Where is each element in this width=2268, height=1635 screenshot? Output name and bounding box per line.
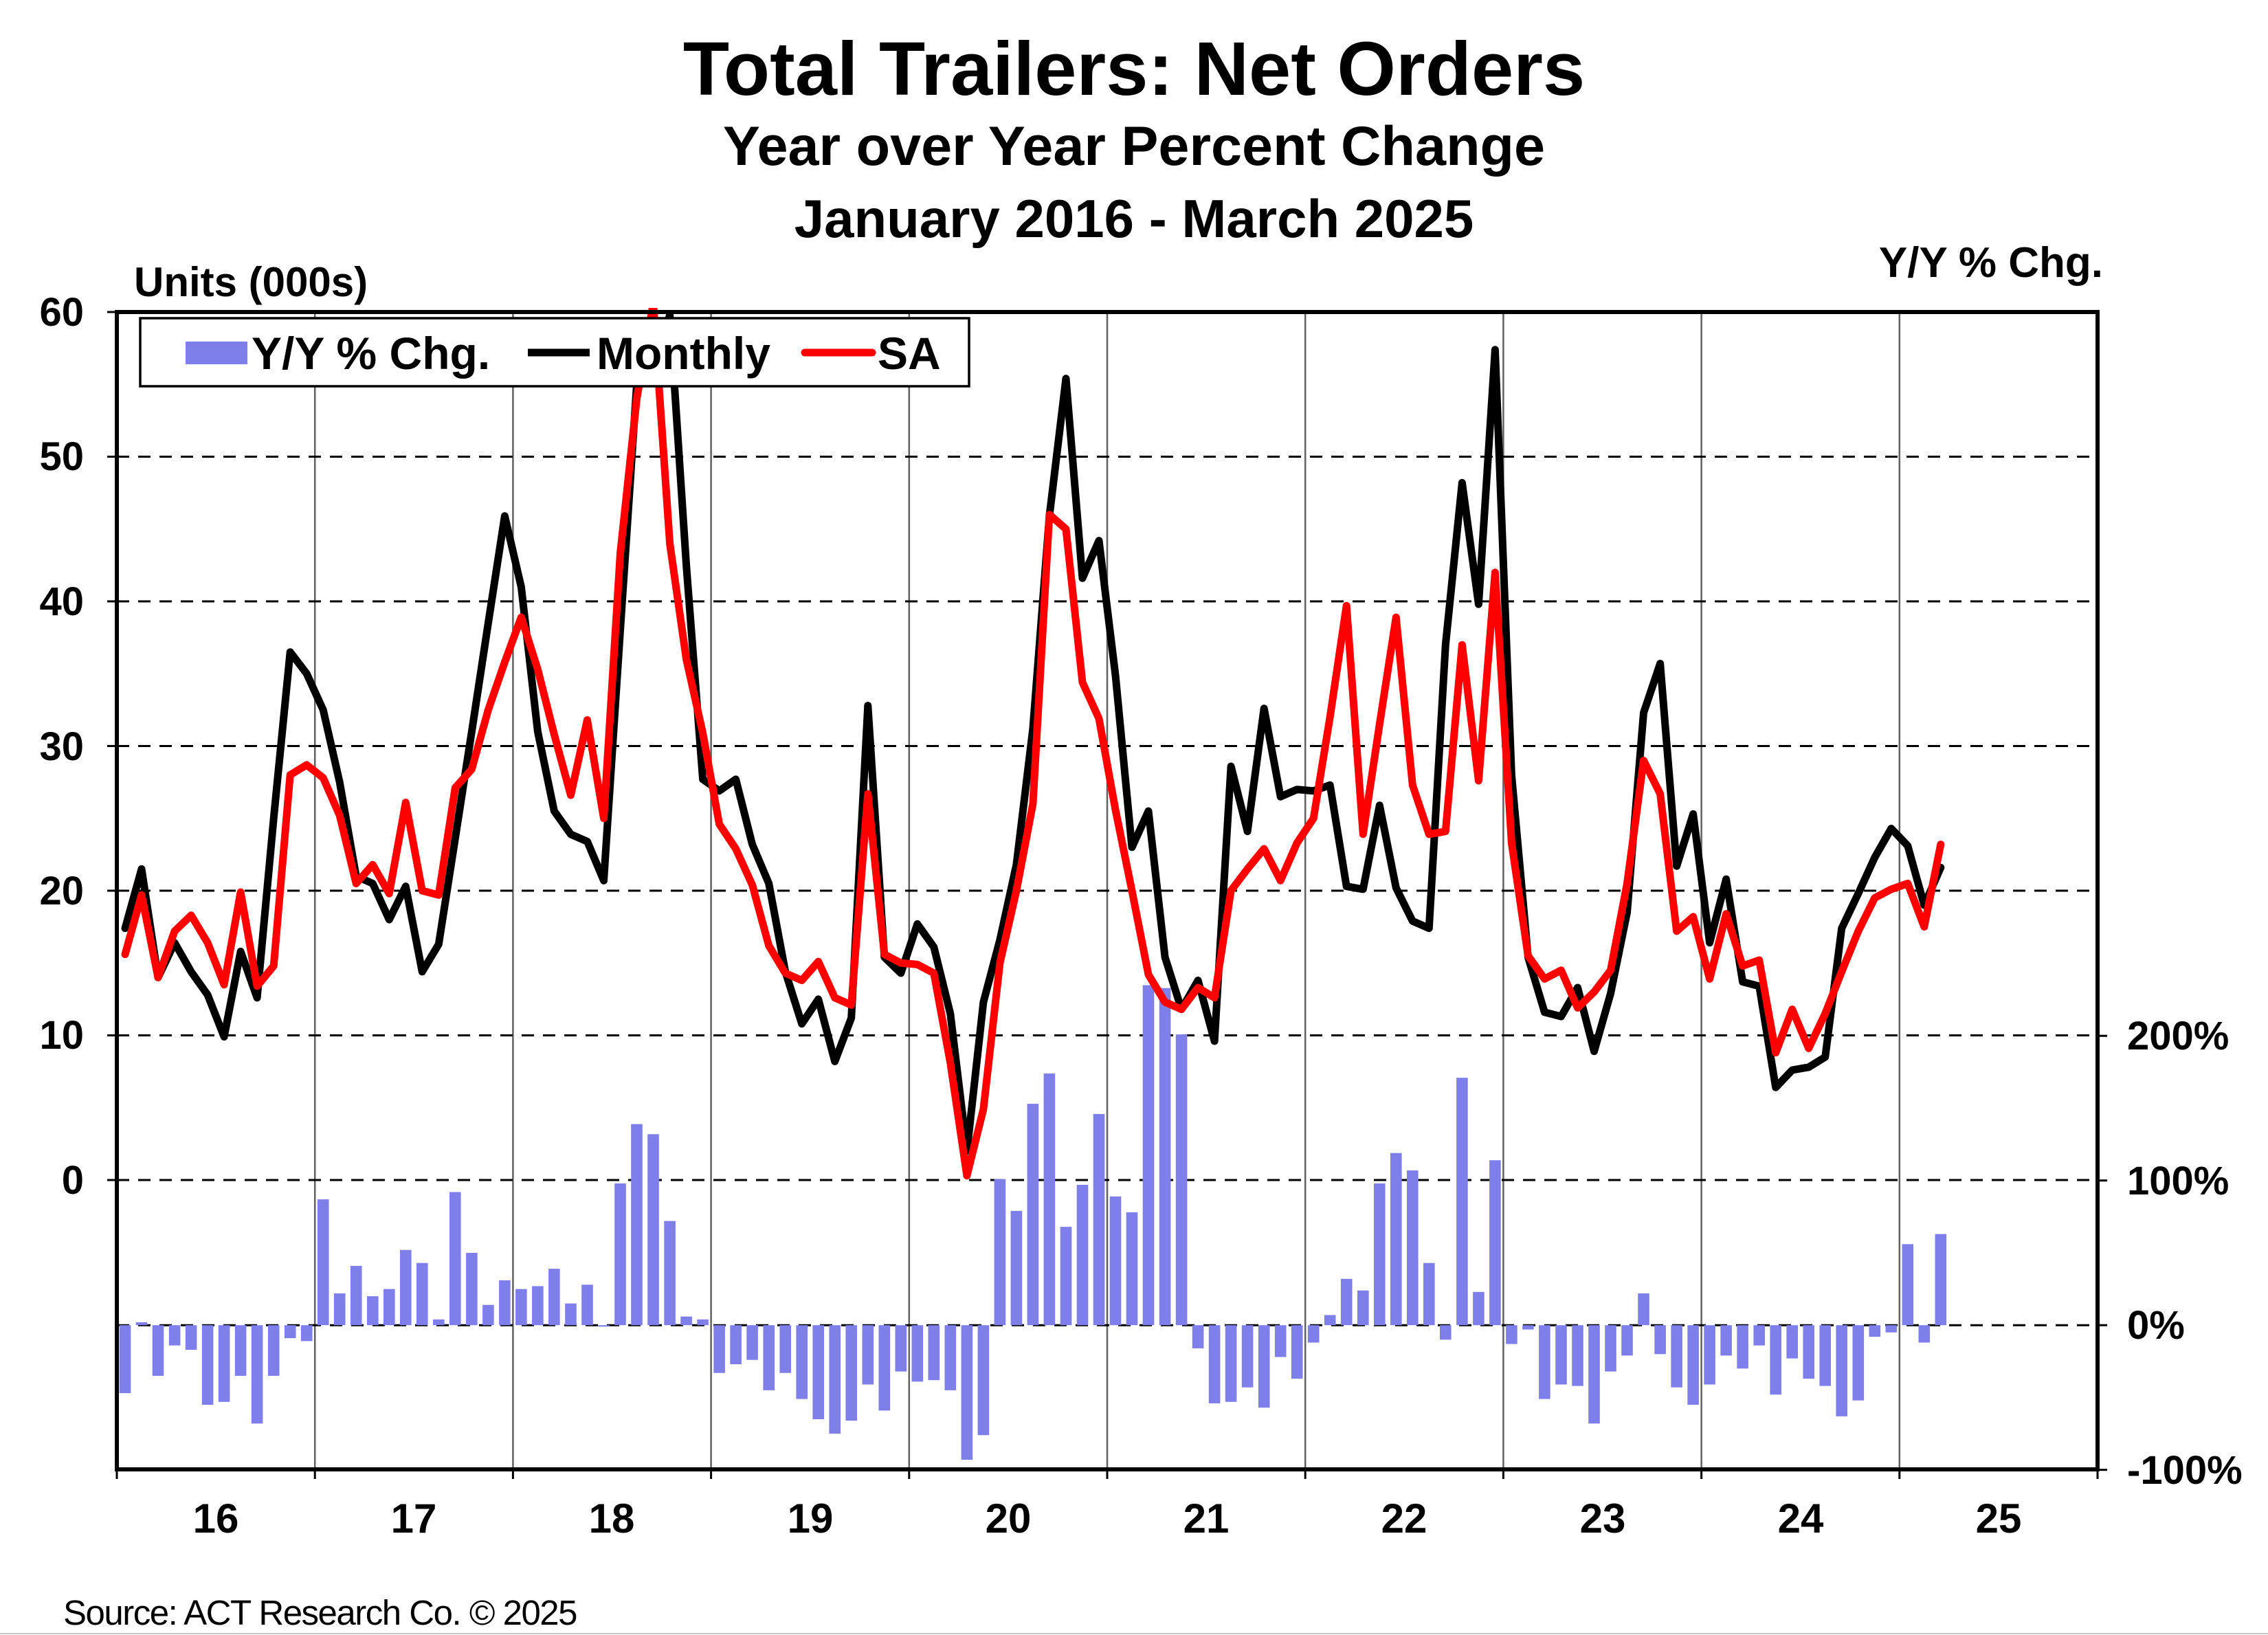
svg-text:Units (000s): Units (000s) <box>134 259 368 305</box>
svg-text:25: 25 <box>1976 1495 2022 1542</box>
svg-text:50: 50 <box>39 434 84 479</box>
svg-text:16: 16 <box>193 1495 239 1542</box>
svg-text:24: 24 <box>1778 1495 1824 1542</box>
svg-text:Monthly: Monthly <box>597 328 770 379</box>
svg-text:SA: SA <box>878 328 941 379</box>
svg-text:21: 21 <box>1183 1495 1230 1542</box>
svg-text:17: 17 <box>391 1495 437 1542</box>
svg-text:0: 0 <box>62 1158 84 1203</box>
svg-text:20: 20 <box>986 1495 1032 1542</box>
svg-text:Y/Y % Chg.: Y/Y % Chg. <box>1879 239 2103 287</box>
svg-text:40: 40 <box>39 579 84 624</box>
svg-text:19: 19 <box>788 1495 834 1542</box>
svg-text:Year over Year Percent Change: Year over Year Percent Change <box>723 115 1545 177</box>
svg-text:-100%: -100% <box>2127 1448 2243 1493</box>
svg-text:January 2016 - March 2025: January 2016 - March 2025 <box>794 188 1474 249</box>
svg-text:18: 18 <box>589 1495 635 1542</box>
svg-text:Source: ACT Research Co. © 202: Source: ACT Research Co. © 2025 <box>63 1593 577 1632</box>
svg-text:30: 30 <box>39 724 84 769</box>
svg-text:10: 10 <box>39 1013 84 1058</box>
svg-text:Total Trailers: Net Orders: Total Trailers: Net Orders <box>683 27 1585 111</box>
svg-text:20: 20 <box>39 869 84 913</box>
svg-text:0%: 0% <box>2127 1303 2185 1348</box>
svg-text:22: 22 <box>1381 1495 1427 1542</box>
svg-text:100%: 100% <box>2127 1159 2229 1203</box>
svg-text:Y/Y % Chg.: Y/Y % Chg. <box>252 328 490 379</box>
svg-text:200%: 200% <box>2127 1014 2229 1058</box>
svg-text:60: 60 <box>39 290 84 335</box>
svg-text:23: 23 <box>1580 1495 1626 1542</box>
